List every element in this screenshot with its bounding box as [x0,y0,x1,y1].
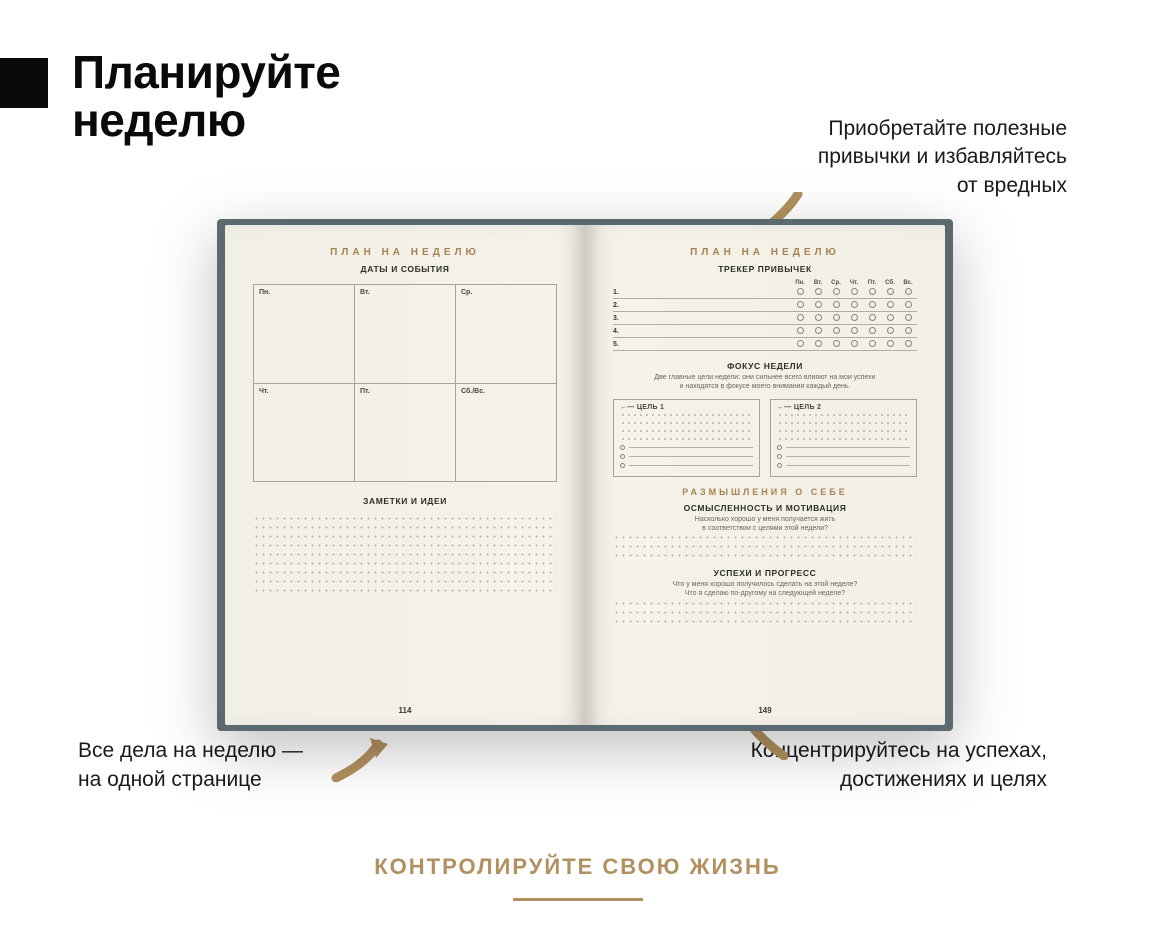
tracker-grid: Пн.Вт.Ср.Чт.Пт.Сб.Вс. 1.2.3.4.5. [613,280,917,351]
tracker-row: 2. [613,299,917,312]
motivation-lines [613,533,917,560]
right-title: ПЛАН НА НЕДЕЛЮ [613,247,917,258]
date-cell-weekend: Сб./Вс. [455,383,556,481]
date-row-1: Пн. Вт. Ср. [254,285,556,383]
right-page-no: 149 [585,706,945,715]
focus-caption: Две главные цели недели: они сильнее все… [613,373,917,391]
tracker-heading: ТРЕКЕР ПРИВЫЧЕК [613,264,917,274]
arrow-left-icon [330,736,390,782]
book-spread: ПЛАН НА НЕДЕЛЮ ДАТЫ И СОБЫТИЯ Пн. Вт. Ср… [225,225,945,725]
motivation-heading: ОСМЫСЛЕННОСТЬ И МОТИВАЦИЯ [613,503,917,513]
goal-2-lines [777,411,910,443]
tracker-row: 4. [613,325,917,338]
tracker-day-col: Чт. [845,280,863,286]
book-page-left: ПЛАН НА НЕДЕЛЮ ДАТЫ И СОБЫТИЯ Пн. Вт. Ср… [225,225,585,725]
date-cell-fri: Пт. [354,383,455,481]
footer-rule [513,898,643,901]
page-heading: Планируйте неделю [72,48,340,145]
goal-1-bullets [620,443,753,470]
tracker-head: Пн.Вт.Ср.Чт.Пт.Сб.Вс. [613,280,917,286]
annotation-bottom-right: Концентрируйтесь на успехах,достижениях … [751,737,1047,794]
date-cell-wed: Ср. [455,285,556,383]
success-heading: УСПЕХИ И ПРОГРЕСС [613,568,917,578]
left-page-no: 114 [225,706,585,715]
tracker-day-col: Вс. [899,280,917,286]
tracker-day-col: Вт. [809,280,827,286]
goal-1-lines [620,411,753,443]
reflect-title: РАЗМЫШЛЕНИЯ О СЕБЕ [613,487,917,497]
date-row-2: Чт. Пт. Сб./Вс. [254,383,556,481]
left-dates-heading: ДАТЫ И СОБЫТИЯ [253,264,557,274]
date-grid: Пн. Вт. Ср. Чт. Пт. Сб./Вс. [253,284,557,482]
goal-2-bullets [777,443,910,470]
book-page-right: ПЛАН НА НЕДЕЛЮ ТРЕКЕР ПРИВЫЧЕК Пн.Вт.Ср.… [585,225,945,725]
annotation-top-right: Приобретайте полезныепривычки и избавляй… [818,115,1067,200]
motivation-caption: Насколько хорошо у меня получается житьв… [613,515,917,533]
footer-text: КОНТРОЛИРУЙТЕ СВОЮ ЖИЗНЬ [0,854,1155,880]
book-mockup: ПЛАН НА НЕДЕЛЮ ДАТЫ И СОБЫТИЯ Пн. Вт. Ср… [225,225,945,725]
annotation-bottom-left: Все дела на неделю —на одной странице [78,737,303,794]
tracker-day-col: Ср. [827,280,845,286]
focus-heading: ФОКУС НЕДЕЛИ [613,361,917,371]
left-notes-heading: ЗАМЕТКИ И ИДЕИ [253,496,557,506]
date-cell-mon: Пн. [254,285,354,383]
goals: ←— ЦЕЛЬ 1 ←— ЦЕЛЬ 2 [613,399,917,477]
tracker-row: 1. [613,286,917,299]
tracker-row: 5. [613,338,917,351]
heading-line1: Планируйте [72,46,340,98]
left-title: ПЛАН НА НЕДЕЛЮ [253,247,557,258]
date-cell-thu: Чт. [254,383,354,481]
goal-2-label: ←— ЦЕЛЬ 2 [777,404,910,411]
goal-1: ←— ЦЕЛЬ 1 [613,399,760,477]
heading-accent-block [0,58,48,108]
goal-1-label: ←— ЦЕЛЬ 1 [620,404,753,411]
success-lines [613,599,917,626]
tracker-day-col: Пн. [791,280,809,286]
tracker-day-col: Пт. [863,280,881,286]
tracker-row: 3. [613,312,917,325]
date-cell-tue: Вт. [354,285,455,383]
tracker-day-col: Сб. [881,280,899,286]
goal-2: ←— ЦЕЛЬ 2 [770,399,917,477]
success-caption: Что у меня хорошо получилось сделать на … [613,580,917,598]
heading-line2: неделю [72,94,246,146]
footer: КОНТРОЛИРУЙТЕ СВОЮ ЖИЗНЬ [0,854,1155,901]
left-notes-dotted [253,514,557,595]
